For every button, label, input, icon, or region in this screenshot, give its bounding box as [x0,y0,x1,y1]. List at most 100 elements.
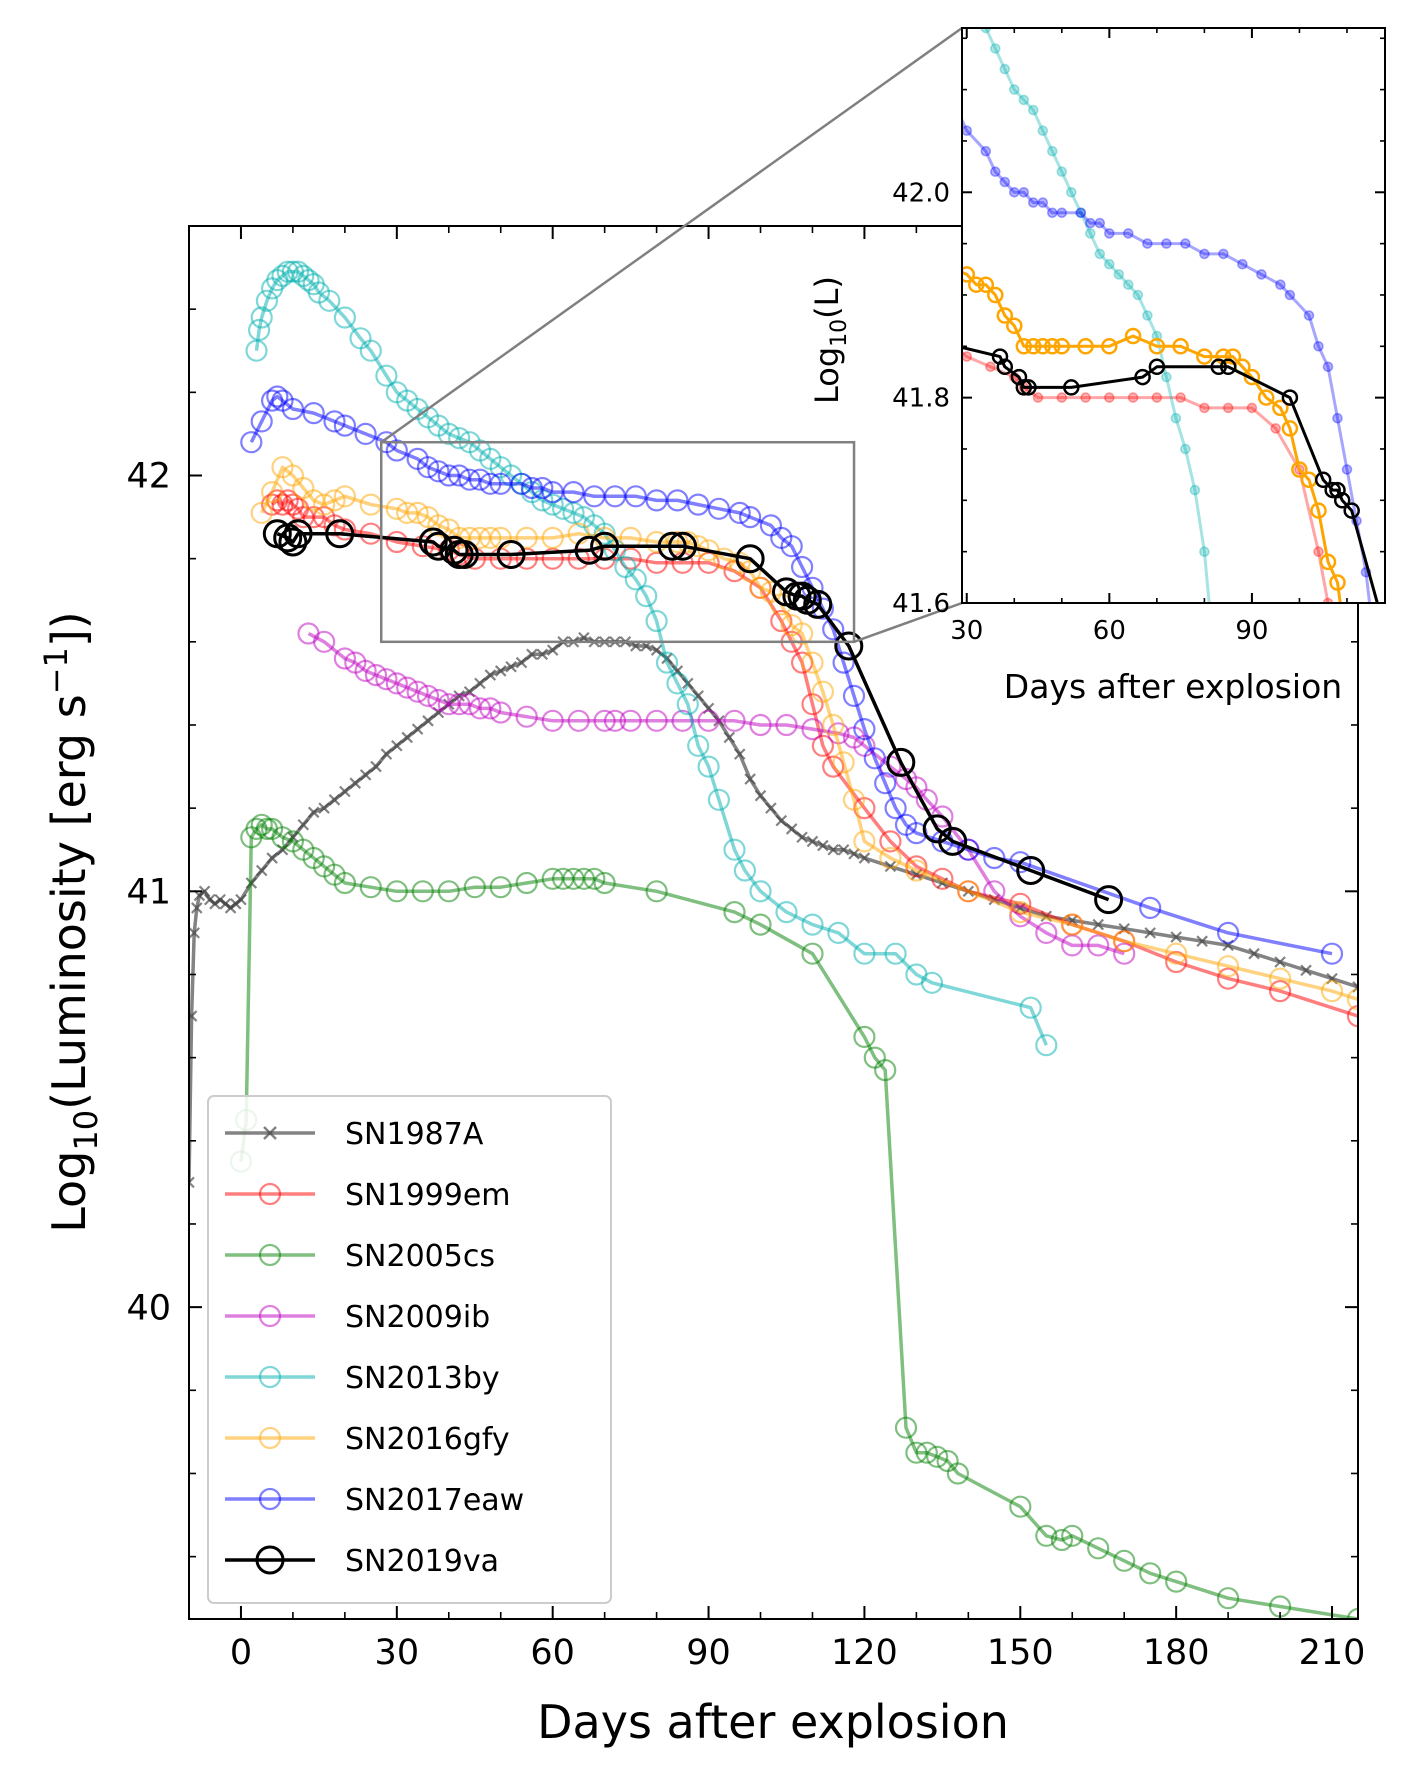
data-point [515,526,538,550]
data-point [1009,1495,1032,1518]
data-point [842,684,866,708]
data-point [723,838,746,861]
data-point [526,648,538,661]
data-point [1142,238,1153,249]
data-point [266,852,278,864]
data-point [775,900,798,924]
data-point [879,846,902,870]
data-point [385,530,408,554]
data-point [1313,546,1324,558]
y-tick-label: 41 [126,873,171,913]
data-point [1028,104,1039,116]
data-point [546,644,559,656]
data-point [250,501,273,525]
data-point [463,876,486,899]
data-point [583,867,606,890]
data-point [510,472,533,495]
data-point [333,414,356,437]
data-point [1322,597,1334,603]
data-point [1257,389,1275,406]
data-point [1172,338,1189,355]
data-point [801,942,824,965]
data-point [1056,392,1068,403]
data-point [1246,402,1258,414]
data-point [1124,327,1142,345]
legend-marker [258,1304,282,1328]
data-point [448,427,471,450]
data-point [1165,1570,1188,1593]
data-point [1322,361,1334,373]
data-point [666,489,689,512]
series-line-sn1999em [962,350,1330,603]
data-point [645,609,668,633]
data-point [1300,964,1312,977]
data-point [1243,368,1261,386]
data-point [915,1441,938,1464]
data-point [354,659,377,683]
data-point [676,693,699,716]
data-point [1313,340,1324,352]
data-point [790,622,814,645]
data-point [1216,967,1240,990]
data-point [785,823,798,835]
legend-marker [258,1487,282,1511]
data-point [567,709,590,732]
data-point [879,830,902,853]
data-point [1032,392,1044,403]
data-point [1034,338,1052,355]
data-point [780,535,803,558]
data-point [1161,238,1172,249]
legend-item-sn2019va: SN2019va [225,1544,499,1579]
data-point [837,843,850,856]
data-point [1018,94,1030,106]
data-point [551,497,575,520]
data-point [697,551,720,574]
legend-label: SN2017eaw [345,1483,524,1518]
data-point [853,1025,876,1049]
data-point [749,576,772,599]
data-point [1161,371,1172,383]
inset-frame [961,27,1386,604]
main-plot: 0 30 60 90 120 150 180 210 40 41 42 Days after ex… [37,225,1365,1749]
data-point [418,527,448,557]
series-line-sn2013by [984,28,1211,603]
data-point [1113,269,1125,280]
legend-label: SN1999em [345,1178,511,1213]
data-point [1018,187,1030,198]
x-tick-label: 90 [1235,616,1268,646]
data-point [1037,197,1049,208]
data-point [853,830,876,853]
data-point [1016,856,1046,885]
data-point [1180,443,1191,455]
data-point [801,651,824,674]
data-point [1310,502,1327,519]
data-point [1080,392,1091,403]
data-point [468,468,492,491]
data-point [380,748,393,760]
data-point [385,880,408,903]
data-point [1281,420,1299,437]
data-point [1061,913,1084,936]
data-point [946,1462,970,1485]
data-point [541,526,564,550]
data-point [333,647,356,670]
data-point [985,361,996,373]
data-point [411,880,434,903]
data-point [765,802,777,814]
data-point [842,788,866,811]
data-point [858,852,871,864]
data-point [749,880,772,903]
legend-item-sn1999em: SN1999em [225,1178,511,1213]
legend-items: SN1987A SN1999em SN2005cs SN2009ib SN2013by S… [225,1117,524,1579]
data-point [250,410,273,433]
data-point [427,460,450,483]
data-point [375,364,398,387]
data-point [1275,279,1286,291]
data-point [989,166,1001,177]
main-plot-frame [188,225,1359,1620]
data-point [281,397,304,421]
data-point [458,693,481,716]
data-point [697,709,720,732]
data-point [1268,979,1292,1003]
